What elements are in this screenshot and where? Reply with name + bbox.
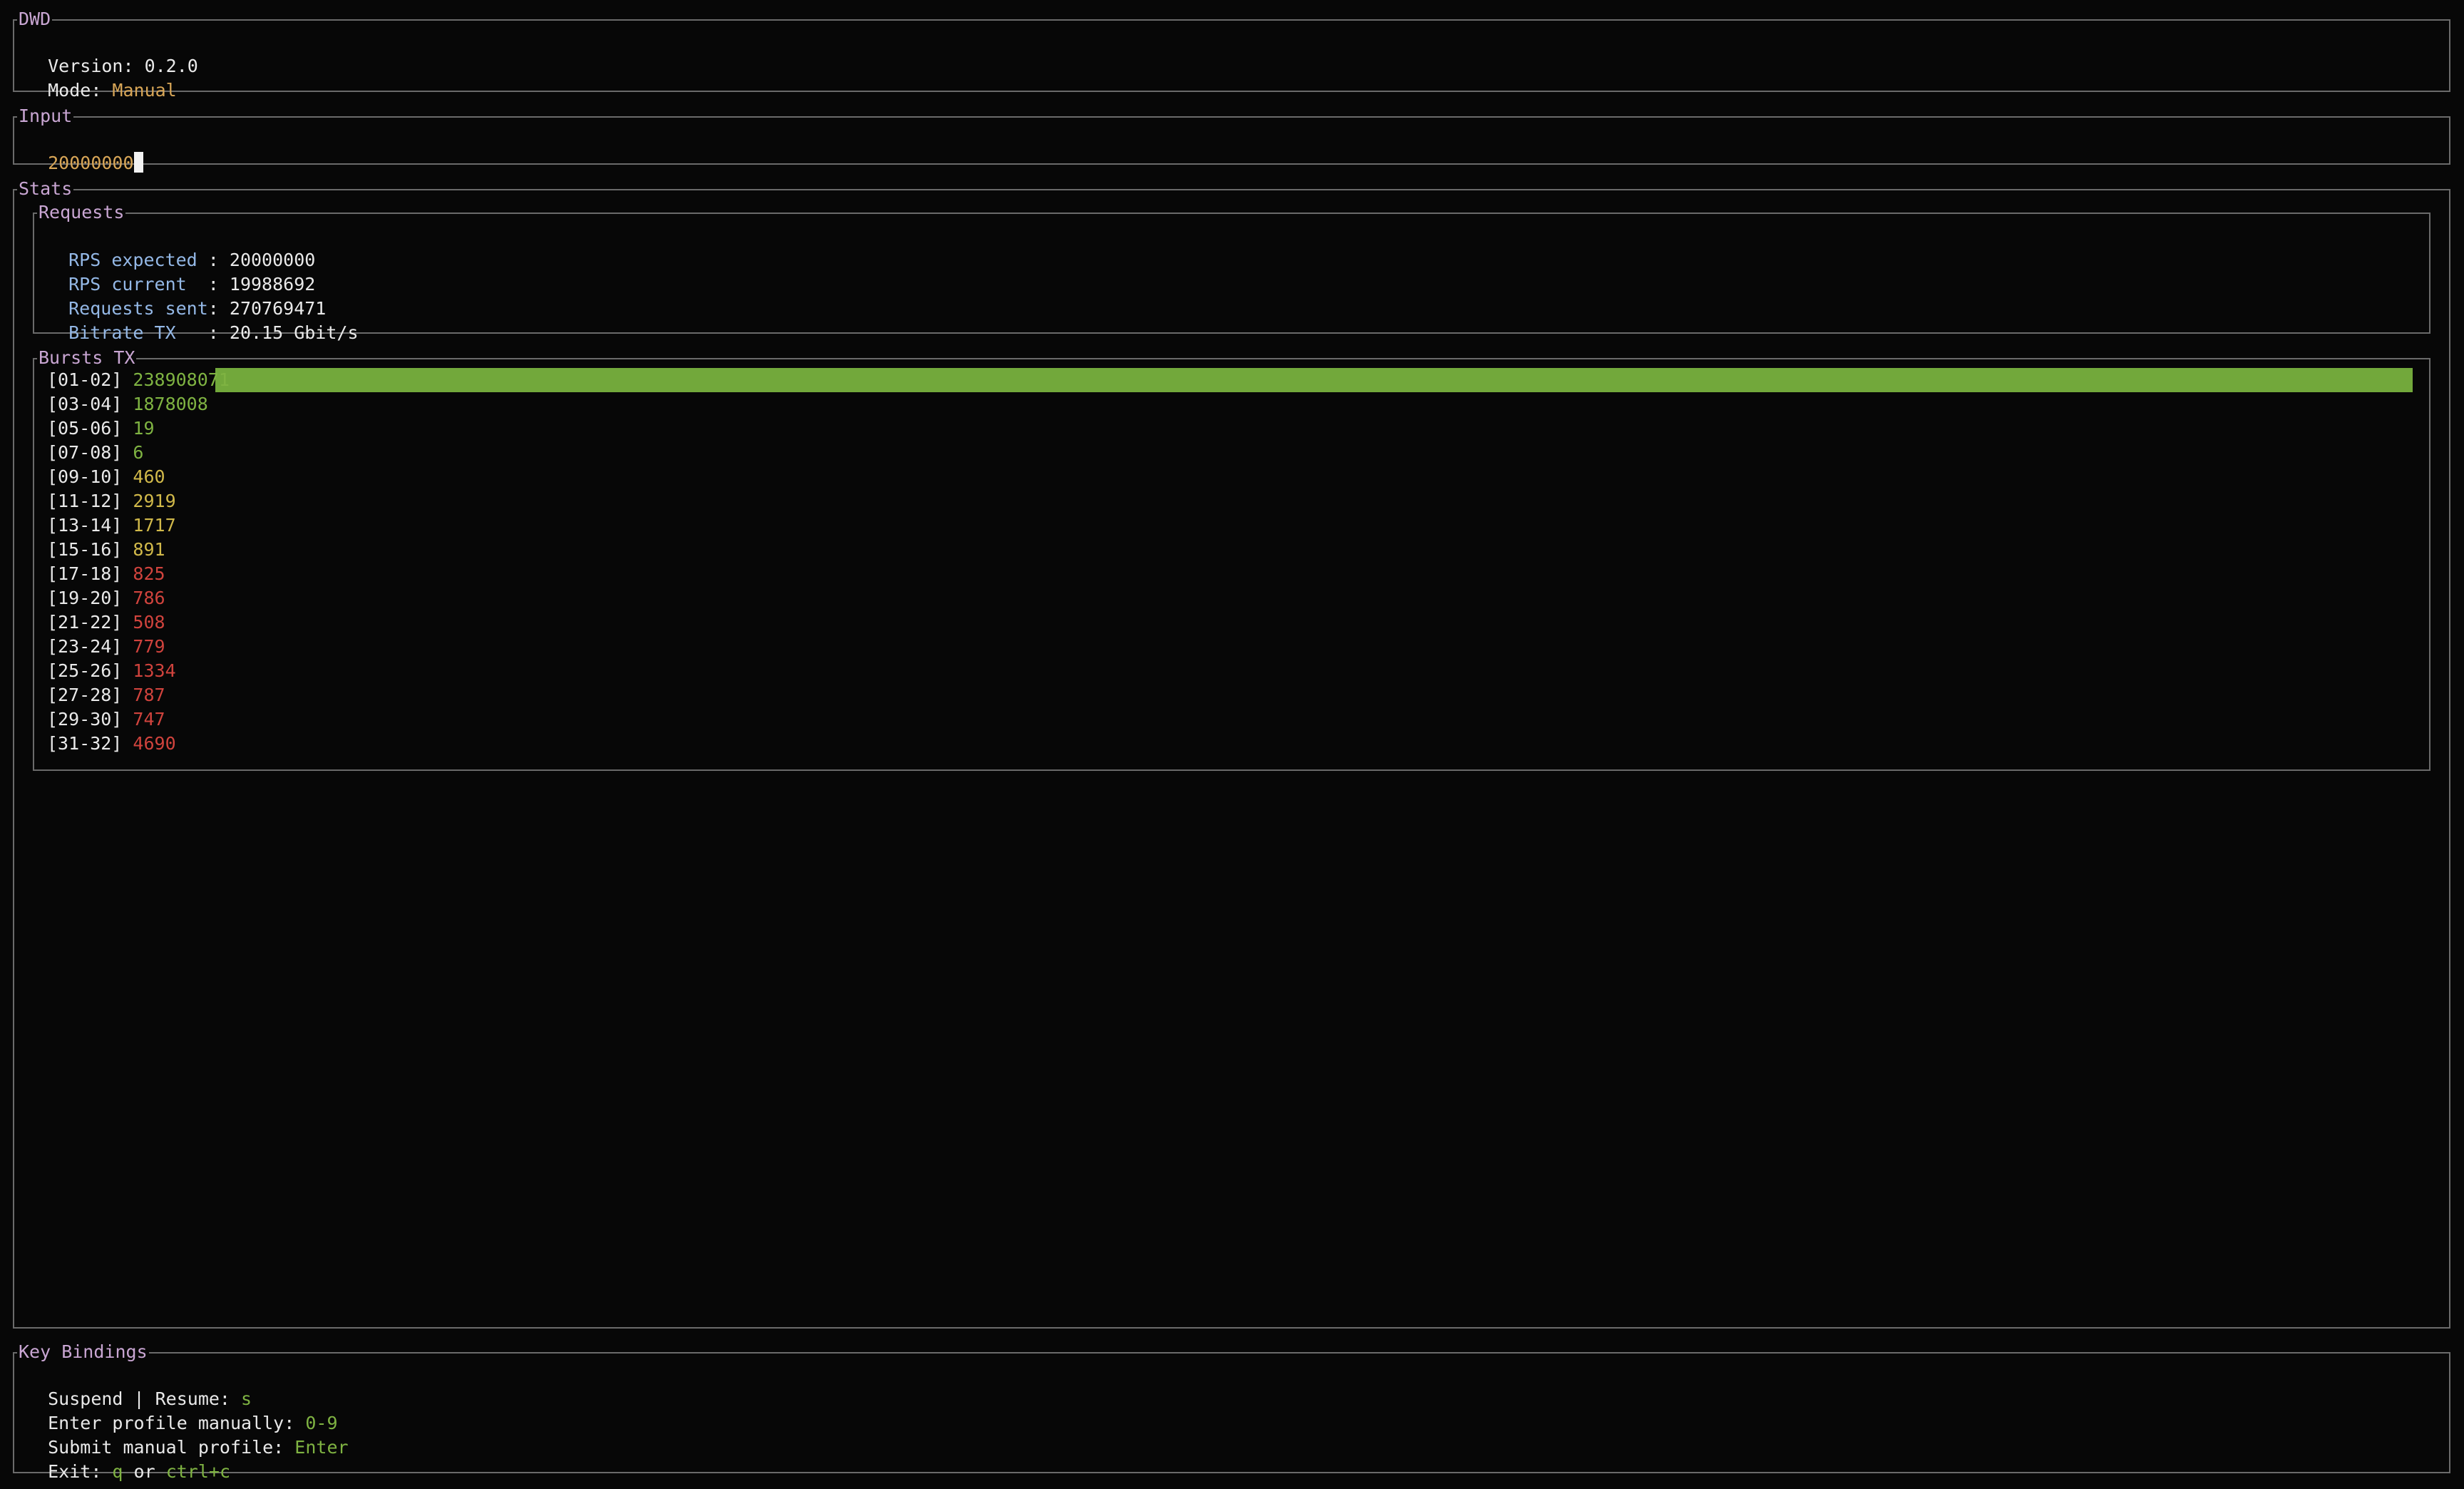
rps-expected-label: RPS expected	[68, 250, 208, 270]
burst-range: [23-24]	[47, 636, 123, 657]
rps-expected-value: 20000000	[229, 250, 316, 270]
enter-profile-key: 0-9	[305, 1413, 338, 1433]
burst-value: 787	[133, 685, 165, 705]
burst-value: 1878008	[133, 394, 208, 414]
burst-row: [13-14] 1717	[47, 513, 176, 538]
burst-range: [17-18]	[47, 563, 123, 584]
burst-value: 786	[133, 588, 165, 608]
input-panel[interactable]: Input	[13, 106, 2450, 165]
burst-row: [25-26] 1334	[47, 659, 176, 683]
suspend-label: Suspend | Resume:	[48, 1388, 242, 1409]
burst-value: 1717	[133, 515, 176, 536]
burst-range: [09-10]	[47, 466, 123, 487]
burst-range: [15-16]	[47, 539, 123, 560]
stats-panel: Stats	[13, 178, 2450, 1329]
exit-key-q: q	[112, 1461, 123, 1482]
burst-range: [31-32]	[47, 733, 123, 754]
requests-sent-label: Requests sent	[68, 298, 208, 319]
stats-panel-title: Stats	[17, 178, 74, 200]
rps-current-value: 19988692	[229, 274, 316, 295]
burst-value: 747	[133, 709, 165, 730]
version-value: 0.2.0	[144, 56, 198, 76]
burst-value: 6	[133, 442, 144, 463]
requests-sent-row: Requests sent: 270769471	[68, 298, 327, 319]
bitrate-tx-row: Bitrate TX : 20.15 Gbit/s	[68, 322, 359, 343]
burst-range: [21-22]	[47, 612, 123, 633]
burst-range: [05-06]	[47, 418, 123, 439]
burst-value: 460	[133, 466, 165, 487]
mode-value: Manual	[112, 80, 177, 101]
key-bindings-panel-title: Key Bindings	[17, 1341, 149, 1363]
burst-row: [09-10] 460	[47, 465, 165, 489]
version-label: Version:	[48, 56, 145, 76]
burst-range: [27-28]	[47, 685, 123, 705]
version-line: Version: 0.2.0	[26, 30, 198, 76]
burst-row: [01-02] 238908071	[47, 368, 230, 392]
exit-or-text: or	[123, 1461, 166, 1482]
rps-expected-row: RPS expected : 20000000	[68, 250, 316, 270]
burst-row: [31-32] 4690	[47, 732, 176, 756]
burst-range: [11-12]	[47, 491, 123, 511]
burst-row: [11-12] 2919	[47, 489, 176, 513]
bitrate-tx-value: 20.15 Gbit/s	[229, 322, 359, 343]
burst-row: [19-20] 786	[47, 586, 165, 610]
exit-binding: Exit: q or ctrl+c	[26, 1436, 230, 1482]
burst-range: [13-14]	[47, 515, 123, 536]
suspend-key: s	[241, 1388, 252, 1409]
burst-row: [03-04] 1878008	[47, 392, 208, 416]
bitrate-tx-label: Bitrate TX	[68, 322, 208, 343]
input-field[interactable]: 20000000	[26, 127, 143, 173]
burst-bar-01-02	[215, 368, 2413, 392]
burst-value: 4690	[133, 733, 176, 754]
input-value[interactable]: 20000000	[48, 153, 134, 173]
bursts-panel-title: Bursts TX	[37, 347, 137, 369]
burst-range: [07-08]	[47, 442, 123, 463]
suspend-binding: Suspend | Resume: s	[26, 1363, 252, 1409]
burst-value: 825	[133, 563, 165, 584]
input-panel-title: Input	[17, 106, 74, 127]
text-cursor	[133, 152, 143, 173]
burst-range: [01-02]	[47, 369, 123, 390]
burst-row: [29-30] 747	[47, 707, 165, 732]
burst-value: 779	[133, 636, 165, 657]
exit-label: Exit:	[48, 1461, 113, 1482]
burst-value: 891	[133, 539, 165, 560]
requests-panel-title: Requests	[37, 202, 126, 223]
key-bindings-panel: Key Bindings	[13, 1341, 2450, 1473]
requests-panel: Requests	[33, 202, 2430, 334]
requests-sent-value: 270769471	[229, 298, 327, 319]
burst-value: 238908071	[133, 369, 230, 390]
submit-profile-binding: Submit manual profile: Enter	[26, 1411, 348, 1458]
burst-row: [23-24] 779	[47, 635, 165, 659]
rps-current-row: RPS current : 19988692	[68, 274, 316, 295]
submit-profile-label: Submit manual profile:	[48, 1437, 295, 1458]
burst-range: [03-04]	[47, 394, 123, 414]
burst-value: 1334	[133, 660, 176, 681]
burst-row: [07-08] 6	[47, 441, 143, 465]
burst-row: [15-16] 891	[47, 538, 165, 562]
submit-profile-key: Enter	[294, 1437, 349, 1458]
enter-profile-label: Enter profile manually:	[48, 1413, 306, 1433]
rps-current-label: RPS current	[68, 274, 208, 295]
burst-range: [19-20]	[47, 588, 123, 608]
burst-value: 508	[133, 612, 165, 633]
mode-line: Mode: Manual	[26, 54, 177, 101]
burst-row: [27-28] 787	[47, 683, 165, 707]
dwd-panel: DWD	[13, 9, 2450, 92]
mode-label: Mode:	[48, 80, 113, 101]
burst-row: [21-22] 508	[47, 610, 165, 635]
exit-key-ctrl-c: ctrl+c	[165, 1461, 231, 1482]
bursts-panel: Bursts TX	[33, 347, 2430, 771]
dwd-panel-title: DWD	[17, 9, 53, 30]
burst-value: 2919	[133, 491, 176, 511]
burst-range: [29-30]	[47, 709, 123, 730]
enter-profile-binding: Enter profile manually: 0-9	[26, 1387, 337, 1433]
burst-value: 19	[133, 418, 155, 439]
burst-row: [05-06] 19	[47, 416, 155, 441]
burst-range: [25-26]	[47, 660, 123, 681]
burst-row: [17-18] 825	[47, 562, 165, 586]
